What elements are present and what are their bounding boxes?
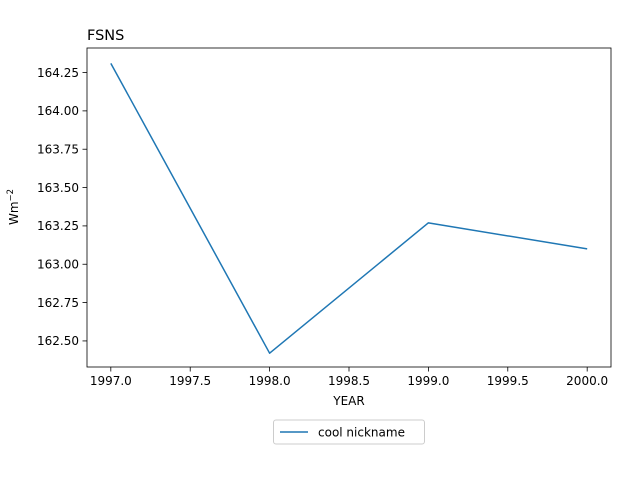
y-axis-label-exponent: −2 (6, 189, 16, 202)
plot-frame (86, 47, 612, 368)
legend-frame (273, 419, 425, 445)
x-tick-label: 2000.0 (566, 374, 608, 388)
x-tick-label: 1999.5 (487, 374, 529, 388)
y-tick-label: 163.75 (37, 143, 79, 157)
x-axis: 1997.0 1997.5 1998.0 1998.5 1999.0 1999.5 2000… (90, 367, 608, 388)
series-layer (110, 62, 588, 354)
y-tick-label: 162.75 (37, 296, 79, 310)
x-tick-label: 1998.0 (249, 374, 291, 388)
y-tick-label: 163.50 (37, 181, 79, 195)
y-tick-label: 164.00 (37, 104, 79, 118)
series-line-0 (110, 62, 588, 354)
legend: cool nickname (273, 419, 425, 445)
x-axis-label: YEAR (332, 394, 364, 408)
x-tick-label: 1997.0 (90, 374, 132, 388)
y-tick-label: 163.00 (37, 258, 79, 272)
x-tick-label: 1998.5 (328, 374, 370, 388)
y-tick-label: 163.25 (37, 219, 79, 233)
y-axis: 162.50 162.75 163.00 163.25 163.50 163.75 164.… (37, 66, 87, 348)
y-tick-label: 164.25 (37, 66, 79, 80)
x-tick-label: 1999.0 (407, 374, 449, 388)
x-tick-label: 1997.5 (169, 374, 211, 388)
y-axis-label: Wm−2 (6, 189, 21, 225)
y-axis-label-base: Wm (7, 201, 21, 225)
legend-label-cool-nickname: cool nickname (318, 426, 405, 440)
chart-title: FSNS (87, 28, 124, 44)
y-tick-label: 162.50 (37, 334, 79, 348)
